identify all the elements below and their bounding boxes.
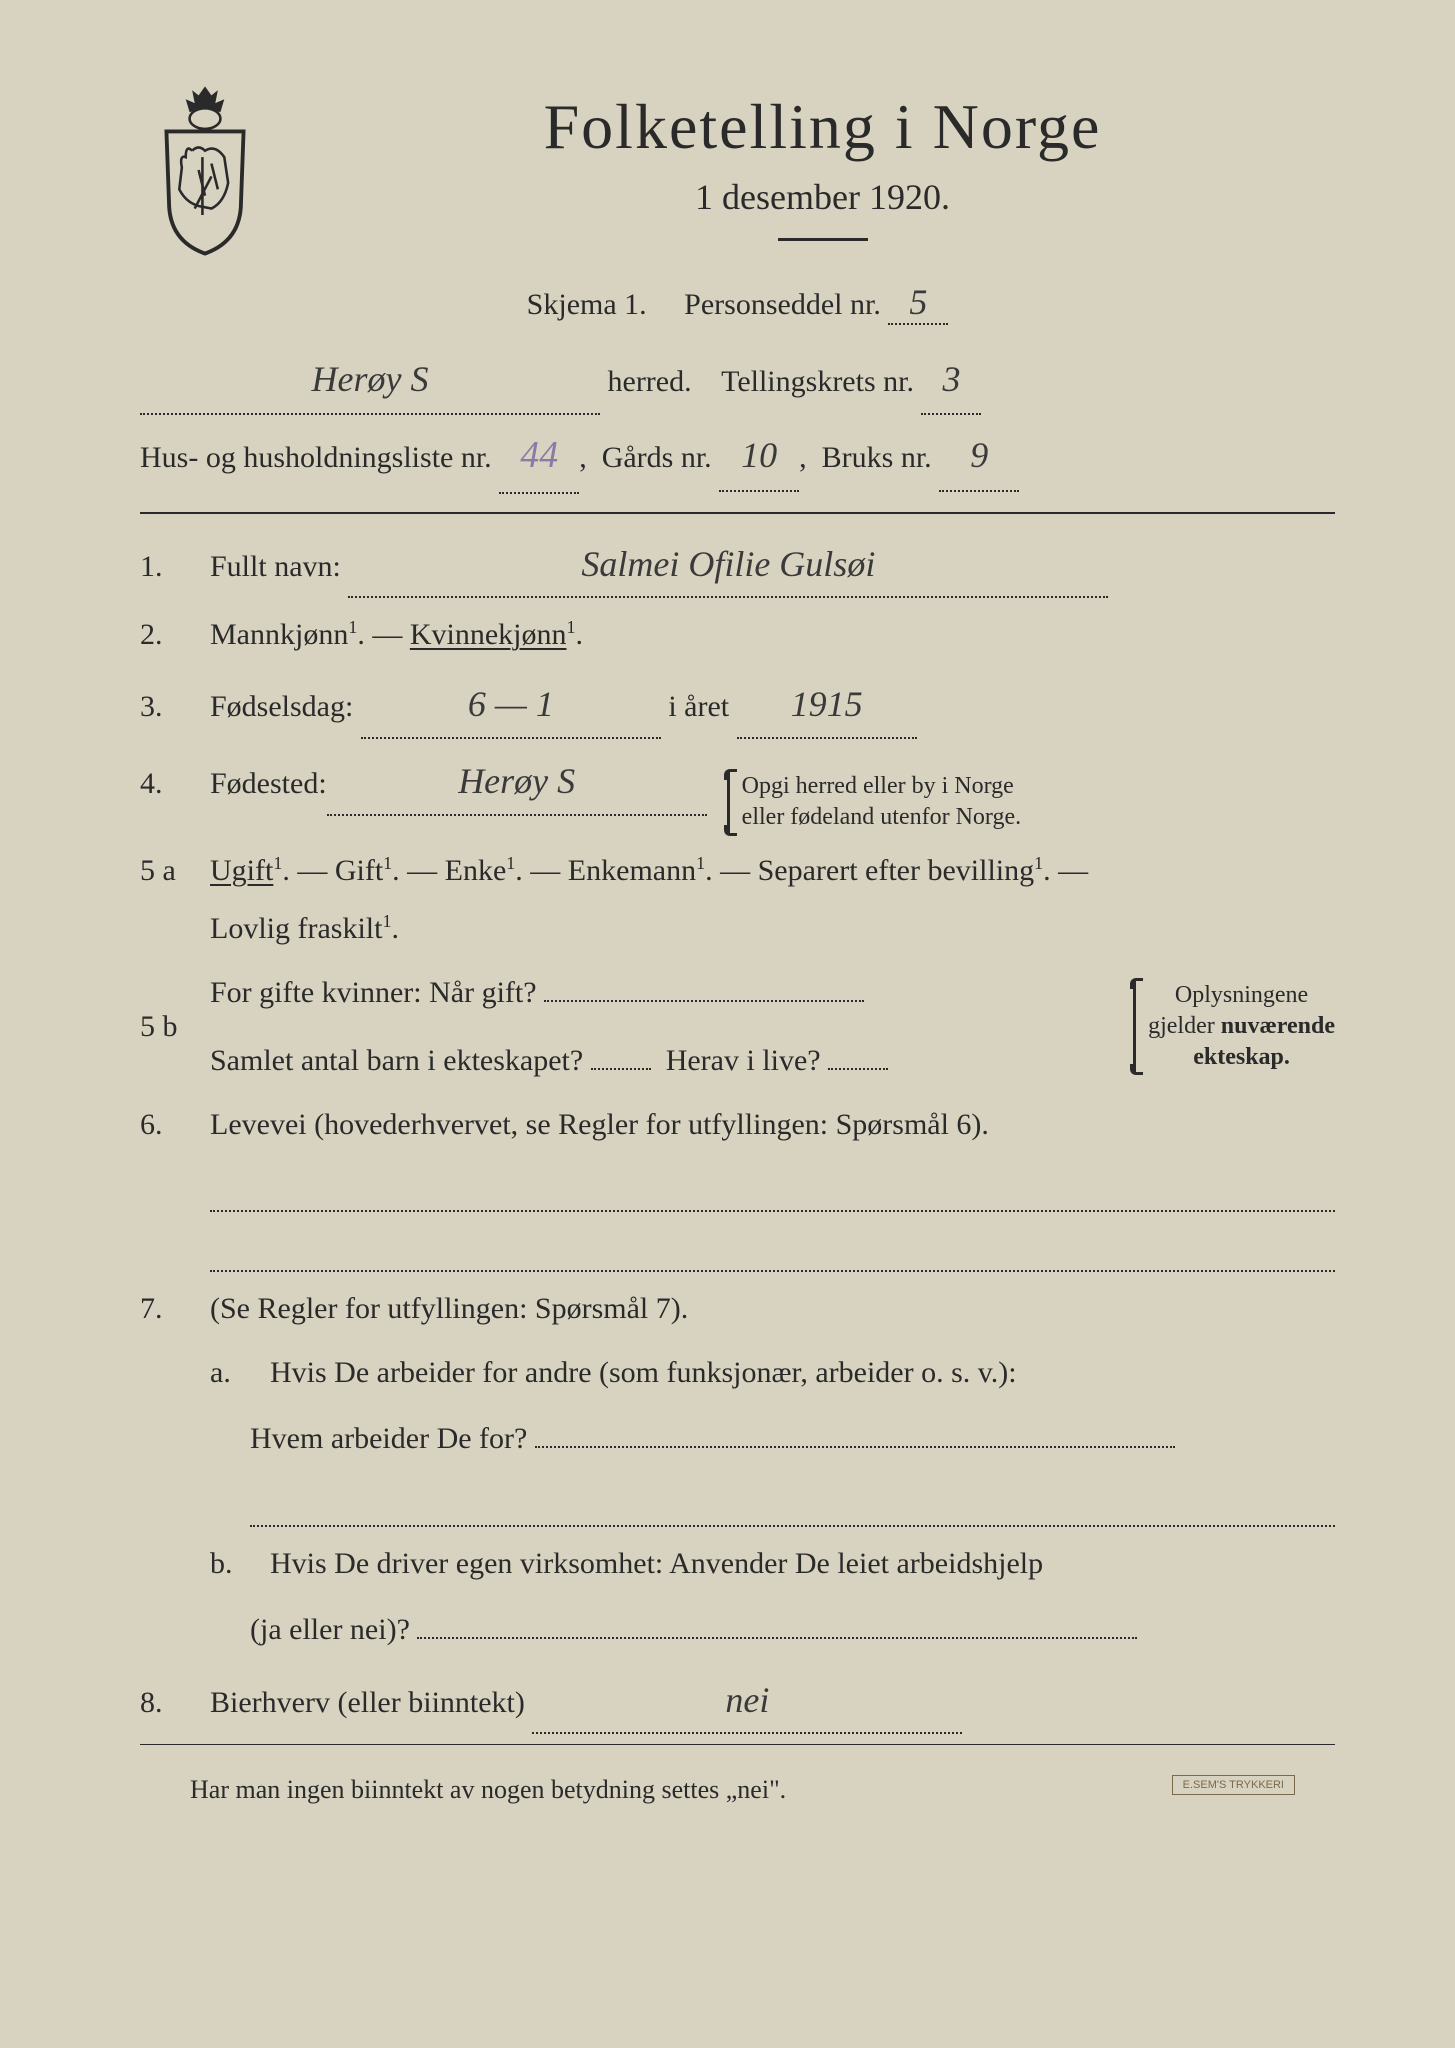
gards-label: Gårds nr.	[602, 441, 712, 474]
q4-value: Herøy S	[458, 749, 575, 814]
q7a-line2: Hvem arbeider De for?	[250, 1410, 1335, 1467]
q5a-opt-2: Enke	[445, 854, 507, 887]
hus-label: Hus- og husholdningsliste nr.	[140, 441, 492, 474]
q4-note-2: eller fødeland utenfor Norge.	[742, 804, 1021, 830]
q7-label: (Se Regler for utfyllingen: Spørsmål 7).	[210, 1282, 1335, 1336]
q5a-opt-0: Ugift	[210, 854, 273, 887]
q5a-opt-1: Gift	[335, 854, 383, 887]
q3-year-label: i året	[668, 690, 729, 723]
q3: 3. Fødselsdag: 6 — 1 i året 1915	[140, 672, 1335, 739]
skjema-label: Skjema 1.	[527, 288, 647, 321]
q7a-line-extra	[250, 1487, 1335, 1527]
q2-kvinne: Kvinnekjønn	[410, 618, 567, 651]
q4: 4. Fødested: Herøy S Opgi herred eller b…	[140, 749, 1335, 833]
q8: 8. Bierhverv (eller biinntekt) nei	[140, 1668, 1335, 1735]
title-block: Folketelling i Norge 1 desember 1920.	[310, 80, 1335, 271]
q5b-label3: Herav i live?	[666, 1044, 821, 1077]
q2: 2. Mannkjønn1. — Kvinnekjønn1.	[140, 608, 1335, 662]
q6-label: Levevei (hovederhvervet, se Regler for u…	[210, 1098, 1335, 1152]
q5a-cont: Lovlig fraskilt1.	[140, 902, 1335, 956]
q7: 7. (Se Regler for utfyllingen: Spørsmål …	[140, 1282, 1335, 1336]
q6-line-2	[210, 1232, 1335, 1272]
q7a-text2: Hvem arbeider De for?	[250, 1422, 527, 1455]
q5a-opt-3: Enkemann	[568, 854, 696, 887]
q2-num: 2.	[140, 608, 190, 662]
herred-line: Herøy S herred. Tellingskrets nr. 3	[140, 345, 1335, 415]
hus-line: Hus- og husholdningsliste nr. 44, Gårds …	[140, 419, 1335, 493]
q1-value: Salmei Ofilie Gulsøi	[581, 532, 875, 597]
q4-num: 4.	[140, 757, 190, 811]
q5a-opt-4: Separert efter bevilling	[758, 854, 1035, 887]
subtitle: 1 desember 1920.	[310, 176, 1335, 218]
hus-nr: 44	[520, 419, 558, 491]
q5b-num: 5 b	[140, 1000, 190, 1054]
census-form: Folketelling i Norge 1 desember 1920. Sk…	[140, 80, 1335, 1805]
q6-line-1	[210, 1172, 1335, 1212]
coat-of-arms-icon	[140, 80, 270, 260]
tellingskrets-label: Tellingskrets nr.	[721, 365, 914, 398]
q4-label: Fødested:	[210, 757, 327, 811]
q8-num: 8.	[140, 1676, 190, 1730]
q3-num: 3.	[140, 680, 190, 734]
q8-value: nei	[725, 1668, 769, 1733]
q1-num: 1.	[140, 540, 190, 594]
herred-label: herred.	[608, 365, 692, 398]
personseddel-label: Personseddel nr.	[684, 288, 881, 321]
herred-name: Herøy S	[312, 345, 429, 413]
footer-note: Har man ingen biinntekt av nogen betydni…	[190, 1775, 1335, 1805]
q7a-text1: Hvis De arbeider for andre (som funksjon…	[270, 1346, 1335, 1400]
q6-num: 6.	[140, 1098, 190, 1152]
q7b-line2: (ja eller nei)?	[250, 1601, 1335, 1658]
q5a: 5 a Ugift1. — Gift1. — Enke1. — Enkemann…	[140, 844, 1335, 898]
gards-nr: 10	[741, 421, 777, 489]
tellingskrets-nr: 3	[942, 345, 960, 413]
q5b: 5 b For gifte kvinner: Når gift? Samlet …	[140, 966, 1335, 1088]
q7b: b. Hvis De driver egen virksomhet: Anven…	[210, 1537, 1335, 1591]
q7a-label: a.	[210, 1346, 250, 1400]
q7b-text2: (ja eller nei)?	[250, 1613, 410, 1646]
q2-mann: Mannkjønn	[210, 618, 348, 651]
bruks-label: Bruks nr.	[822, 441, 932, 474]
q5a-num: 5 a	[140, 844, 190, 898]
q3-daymonth: 6 — 1	[468, 672, 554, 737]
q5b-note-3: ekteskap.	[1193, 1044, 1290, 1070]
q5b-label1: For gifte kvinner: Når gift?	[210, 976, 537, 1009]
header: Folketelling i Norge 1 desember 1920.	[140, 80, 1335, 271]
q5b-note-2: gjelder nuværende	[1148, 1013, 1335, 1039]
bruks-nr: 9	[970, 421, 988, 489]
q4-note-1: Opgi herred eller by i Norge	[742, 773, 1014, 799]
q6: 6. Levevei (hovederhvervet, se Regler fo…	[140, 1098, 1335, 1152]
title-divider	[778, 238, 868, 241]
q3-year: 1915	[791, 672, 863, 737]
q4-note: Opgi herred eller by i Norge eller fødel…	[727, 771, 1021, 833]
q1: 1. Fullt navn: Salmei Ofilie Gulsøi	[140, 532, 1335, 599]
q5b-note: Oplysningene gjelder nuværende ekteskap.	[1133, 980, 1335, 1074]
q5b-note-1: Oplysningene	[1175, 982, 1308, 1008]
q7b-text1: Hvis De driver egen virksomhet: Anvender…	[270, 1537, 1335, 1591]
q1-label: Fullt navn:	[210, 550, 341, 583]
q7a: a. Hvis De arbeider for andre (som funks…	[210, 1346, 1335, 1400]
skjema-line: Skjema 1. Personseddel nr. 5	[140, 281, 1335, 325]
main-title: Folketelling i Norge	[310, 90, 1335, 164]
rule-1	[140, 512, 1335, 514]
rule-footer	[140, 1744, 1335, 1745]
q3-label: Fødselsdag:	[210, 690, 353, 723]
q8-label: Bierhverv (eller biinntekt)	[210, 1686, 525, 1719]
q5b-label2: Samlet antal barn i ekteskapet?	[210, 1044, 583, 1077]
q7b-label: b.	[210, 1537, 250, 1591]
printer-stamp: E.SEM'S TRYKKERI	[1172, 1775, 1295, 1795]
personseddel-nr: 5	[909, 281, 927, 323]
q5a-opt-5: Lovlig fraskilt	[210, 912, 382, 945]
q7-num: 7.	[140, 1282, 190, 1336]
